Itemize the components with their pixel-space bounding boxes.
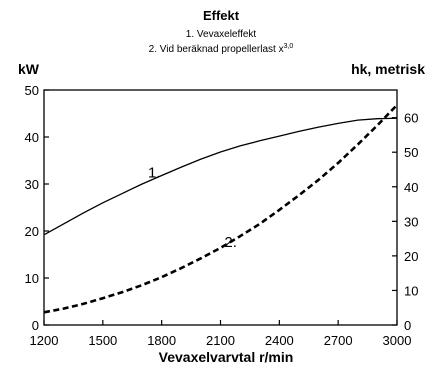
series-lines [43,104,398,314]
y-right-tick-label: 10 [404,283,418,298]
x-tick-label: 2700 [324,333,353,348]
y-right-tick-label: 0 [404,318,411,333]
subtitle-line-1-text: 1. Vevaxeleffekt [186,29,257,40]
y-left-tick-label: 40 [25,130,39,145]
x-tick-label: 1800 [147,333,176,348]
y-left-tick-label: 20 [25,224,39,239]
y-axis-left-label: kW [18,61,40,77]
axis-ticks: 1200 1500 1800 2100 2400 2700 3000010203040500… [25,83,419,348]
chart-title: Effekt [203,8,240,23]
y-left-tick-label: 50 [25,83,39,98]
y-axis-right-label: hk, metrisk [351,61,425,77]
series-1-annotation: 1. [148,164,161,181]
x-tick-label: 3000 [383,333,412,348]
series-1-line [43,117,398,236]
x-tick-label: 1200 [30,333,59,348]
series-2-line [43,104,398,314]
series-2-annotation: 2. [224,234,237,251]
y-left-tick-label: 30 [25,177,39,192]
series-annotations: 1. 2. [148,164,237,251]
y-left-tick-label: 0 [32,318,39,333]
y-left-tick-label: 10 [25,271,39,286]
plot-frame [43,89,398,326]
y-right-tick-label: 50 [404,145,418,160]
x-tick-label: 2400 [265,333,294,348]
subtitle-line-2-text: 2. Vid beräknad propellerlast x [149,44,284,55]
x-tick-label: 2100 [206,333,235,348]
chart-subtitle-line-1: 1. Vevaxeleffekt [186,29,257,40]
y-right-tick-label: 40 [404,180,418,195]
x-axis-label: Vevaxelvarvtal r/min [159,349,294,365]
subtitle-line-2-sup: 3,0 [284,43,294,50]
y-right-tick-label: 30 [404,214,418,229]
x-tick-label: 1500 [88,333,117,348]
y-right-tick-label: 60 [404,111,418,126]
chart-subtitle-line-2: 2. Vid beräknad propellerlast x3,0 [149,43,294,55]
y-right-tick-label: 20 [404,249,418,264]
